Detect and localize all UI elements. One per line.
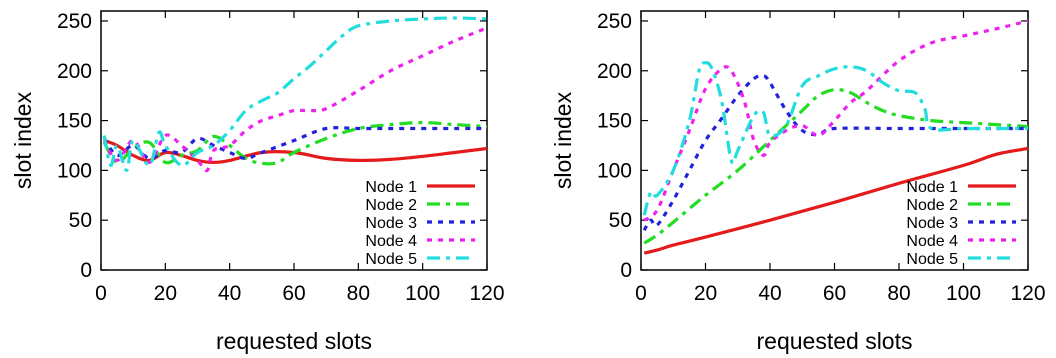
legend-label-node-2: Node 2 [906, 197, 958, 214]
x-axis-label: requested slots [216, 328, 372, 354]
y-axis-label: slot index [10, 91, 36, 189]
y-tick-label: 200 [597, 60, 632, 83]
y-axis-label: slot index [550, 91, 576, 189]
x-tick-label: 0 [95, 282, 107, 305]
series-line-node-1 [103, 138, 487, 164]
x-axis-label: requested slots [757, 328, 913, 354]
x-tick-label: 120 [469, 282, 504, 305]
x-tick-label: 80 [347, 282, 370, 305]
legend-label-node-1: Node 1 [906, 179, 958, 196]
legend-label-node-3: Node 3 [906, 215, 958, 232]
x-tick-label: 60 [282, 282, 305, 305]
y-tick-label: 250 [597, 10, 632, 33]
series-line-node-2 [643, 87, 1028, 245]
x-tick-label: 60 [823, 282, 846, 305]
series-line-node-4 [643, 19, 1028, 222]
x-tick-label: 40 [218, 282, 241, 305]
series-line-node-1 [643, 146, 1028, 255]
x-tick-label: 20 [694, 282, 717, 305]
x-tick-label: 80 [887, 282, 910, 305]
y-tick-label: 150 [57, 110, 92, 133]
legend-label-node-4: Node 4 [906, 233, 958, 250]
x-tick-label: 100 [946, 282, 981, 305]
legend-label-node-5: Node 5 [906, 251, 958, 268]
x-tick-label: 0 [635, 282, 647, 305]
y-tick-label: 0 [620, 259, 632, 282]
legend-label-node-4: Node 4 [365, 233, 417, 250]
y-tick-label: 100 [597, 159, 632, 182]
series-line-node-5 [642, 61, 1028, 216]
series-line-node-3 [102, 126, 487, 161]
y-tick-label: 100 [57, 159, 92, 182]
x-tick-label: 100 [405, 282, 440, 305]
y-tick-label: 150 [597, 110, 632, 133]
series-line-node-4 [102, 26, 487, 173]
series-line-node-5 [102, 16, 487, 173]
series-line-node-2 [102, 121, 487, 166]
chart-panel-2: 0 20 40 60 80 100 120 0 50 100 150 200 250 requested … [550, 10, 1046, 354]
legend-label-node-3: Node 3 [365, 215, 417, 232]
y-tick-label: 250 [57, 10, 92, 33]
x-tick-label: 120 [1010, 282, 1045, 305]
y-tick-label: 50 [609, 209, 632, 232]
y-tick-label: 0 [80, 259, 92, 282]
plot-frame [640, 10, 1029, 271]
series-group [642, 19, 1028, 255]
y-tick-label: 50 [69, 209, 92, 232]
chart-panel-1: 0 20 40 60 80 100 120 0 50 100 150 200 250 requested … [10, 10, 505, 354]
series-group [102, 16, 487, 173]
x-tick-label: 20 [154, 282, 177, 305]
legend-label-node-5: Node 5 [365, 251, 417, 268]
x-tick-label: 40 [758, 282, 781, 305]
legend-label-node-1: Node 1 [365, 179, 417, 196]
legend-label-node-2: Node 2 [365, 197, 417, 214]
y-tick-label: 200 [57, 60, 92, 83]
